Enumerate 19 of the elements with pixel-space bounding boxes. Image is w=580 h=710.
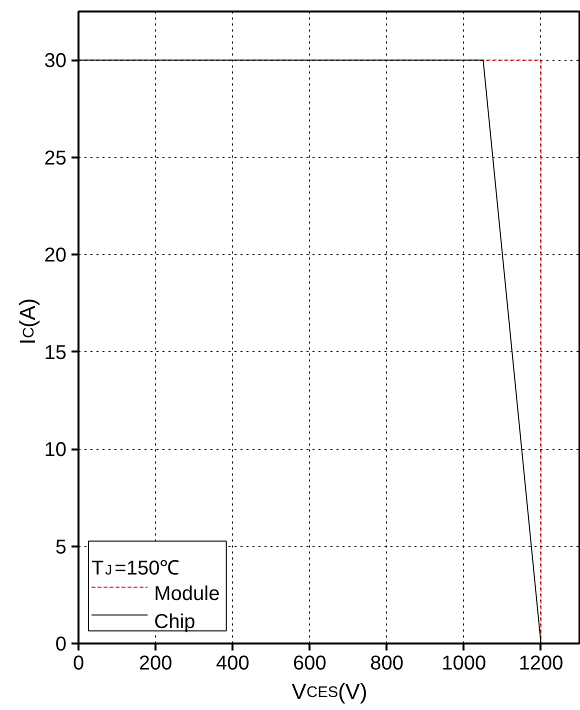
y-axis-title: IC(A) (15, 298, 40, 345)
x-tick-label: 400 (216, 652, 250, 674)
legend-label: Module (154, 583, 220, 606)
y-tick-label: 20 (44, 244, 67, 267)
y-tick-label: 30 (44, 50, 67, 72)
x-tick-label: 600 (293, 652, 326, 674)
x-tick-label: 800 (370, 652, 404, 674)
x-tick-label: 1000 (442, 652, 486, 674)
y-tick-label: 5 (55, 536, 66, 558)
x-tick-label: 0 (72, 652, 84, 674)
y-tick-label: 0 (55, 634, 66, 656)
x-tick-label: 1200 (518, 652, 564, 674)
legend-title: TJ=150℃ (92, 557, 180, 580)
x-tick-label: 200 (138, 652, 172, 674)
y-tick-label: 25 (44, 147, 67, 170)
y-tick-label: 15 (44, 342, 67, 364)
x-axis-title: VCES(V) (292, 679, 368, 704)
legend-label: Chip (154, 611, 196, 634)
y-tick-label: 10 (44, 439, 67, 462)
